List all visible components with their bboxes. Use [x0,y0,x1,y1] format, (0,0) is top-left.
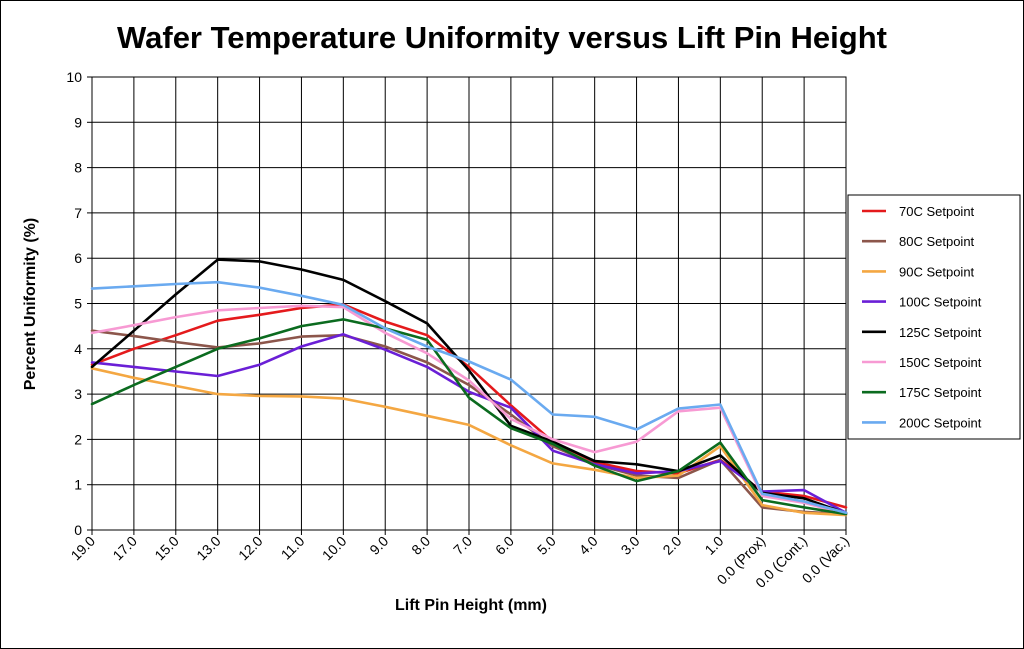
y-tick-label: 8 [74,160,82,176]
y-tick-label: 10 [66,69,82,85]
x-tick-label: 17.0 [109,533,140,564]
x-tick-label: 13.0 [193,533,224,564]
x-tick-label: 1.0 [701,533,726,558]
x-tick-label: 3.0 [618,533,643,558]
x-tick-label: 15.0 [151,533,182,564]
y-tick-label: 1 [74,477,82,493]
x-tick-label: 6.0 [492,533,517,558]
y-tick-label: 2 [74,431,82,447]
y-tick-label: 6 [74,250,82,266]
legend-label: 150C Setpoint [899,355,982,370]
x-tick-label: 7.0 [450,533,475,558]
x-tick-label: 2.0 [659,533,684,558]
legend-label: 175C Setpoint [899,385,982,400]
y-tick-label: 5 [74,296,82,312]
y-tick-label: 0 [74,522,82,538]
x-tick-label: 19.0 [68,533,99,564]
x-tick-label: 4.0 [576,533,601,558]
x-tick-label: 11.0 [278,533,308,563]
legend-label: 80C Setpoint [899,234,975,249]
legend-label: 90C Setpoint [899,264,975,279]
y-tick-label: 7 [74,205,82,221]
chart-title: Wafer Temperature Uniformity versus Lift… [117,20,887,55]
legend-label: 70C Setpoint [899,204,975,219]
x-axis-title: Lift Pin Height (mm) [395,597,547,614]
plot-area: 0 1 2 3 4 5 6 7 8 9 10 19.0 17.0 15.0 13.0 12.0 11.0 10.0… [66,69,852,591]
legend-label: 125C Setpoint [899,325,982,340]
x-tick-label: 10.0 [319,533,350,564]
y-tick-label: 9 [74,114,82,130]
y-tick-label: 3 [74,386,82,402]
legend-box [848,195,1020,439]
chart-frame: Wafer Temperature Uniformity versus Lift… [0,0,1024,649]
legend-label: 200C Setpoint [899,415,982,430]
x-tick-label: 5.0 [534,533,559,558]
y-tick-label: 4 [74,341,82,357]
legend-label: 100C Setpoint [899,295,982,310]
x-tick-label: 12.0 [235,533,266,564]
x-tick-label: 8.0 [408,533,433,558]
y-axis-title: Percent Uniformity (%) [22,218,39,390]
legend: 70C Setpoint 80C Setpoint 90C Setpoint 100C… [848,195,1020,439]
x-tick-label: 9.0 [366,533,391,558]
chart-svg: Wafer Temperature Uniformity versus Lift… [1,1,1023,648]
